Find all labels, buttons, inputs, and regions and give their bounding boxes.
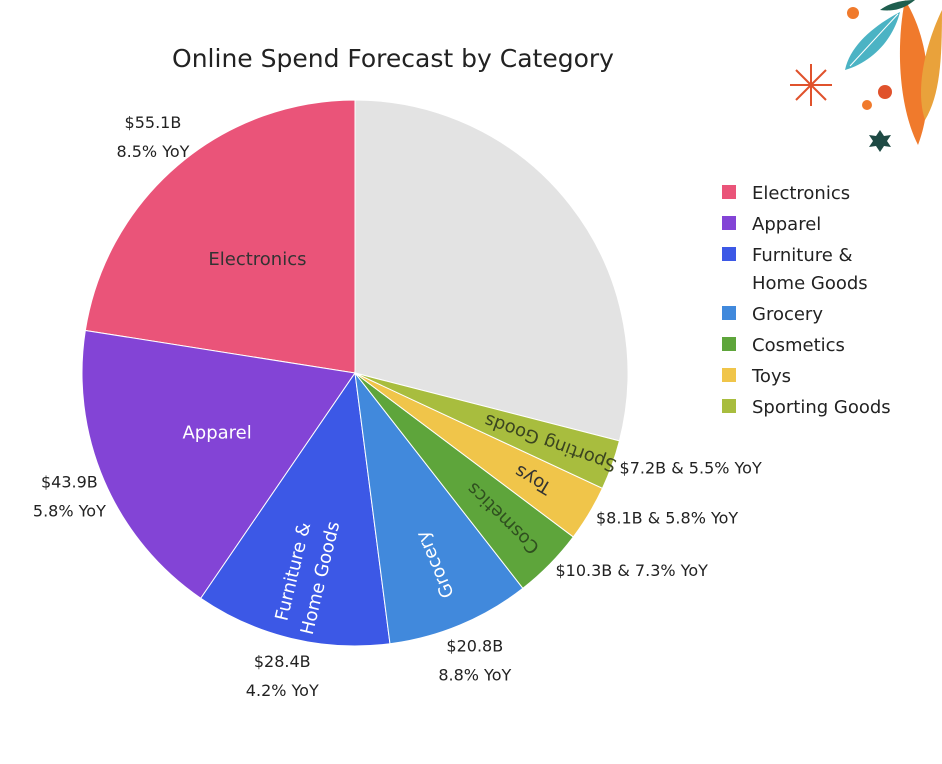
legend-swatch-electronics bbox=[722, 185, 736, 199]
legend-swatch-furniture-and-home-goods bbox=[722, 247, 736, 261]
value-label-toys: $8.1B & 5.8% YoY bbox=[596, 508, 738, 527]
legend-swatch-cosmetics bbox=[722, 337, 736, 351]
legend-item-cosmetics: Cosmetics bbox=[722, 335, 845, 356]
legend-swatch-grocery bbox=[722, 306, 736, 320]
value-label-cosmetics: $10.3B & 7.3% YoY bbox=[556, 561, 709, 580]
value-label-apparel: $43.9B 5.8% YoY bbox=[33, 473, 106, 521]
legend-item-electronics: Electronics bbox=[722, 183, 850, 204]
value-label-furniture-and-home-goods: $28.4B 4.2% YoY bbox=[246, 652, 319, 700]
legend-item-sporting-goods: Sporting Goods bbox=[722, 397, 891, 418]
slice-grocery bbox=[354, 371, 524, 645]
legend-label-cosmetics: Cosmetics bbox=[752, 335, 845, 356]
legend-swatch-toys bbox=[722, 368, 736, 382]
leaf-decoration-icon bbox=[790, 0, 942, 152]
legend-label-sporting-goods: Sporting Goods bbox=[752, 397, 891, 418]
value-label-sporting-goods: $7.2B & 5.5% YoY bbox=[620, 459, 762, 478]
legend-item-grocery: Grocery bbox=[722, 304, 823, 325]
slice-other bbox=[354, 99, 629, 442]
legend: Electronics Apparel Furniture & Home Goods G… bbox=[722, 183, 891, 418]
slice-sporting-goods bbox=[354, 372, 621, 489]
legend-swatch-sporting-goods bbox=[722, 399, 736, 413]
value-label-grocery: $20.8B 8.8% YoY bbox=[438, 637, 511, 685]
slice-apparel bbox=[81, 329, 356, 599]
slice-label-apparel: Apparel bbox=[182, 422, 251, 443]
legend-item-apparel: Apparel bbox=[722, 214, 821, 235]
legend-swatch-apparel bbox=[722, 216, 736, 230]
legend-item-furniture-and-home-goods: Furniture & Home Goods bbox=[722, 245, 868, 294]
legend-item-toys: Toys bbox=[722, 366, 791, 387]
legend-label-apparel: Apparel bbox=[752, 214, 821, 235]
slice-furniture-and-home-goods bbox=[200, 371, 391, 647]
legend-label-grocery: Grocery bbox=[752, 304, 823, 325]
legend-label-toys: Toys bbox=[751, 366, 791, 387]
slice-label-electronics: Electronics bbox=[208, 249, 306, 270]
legend-label-furniture-and-home-goods: Furniture & Home Goods bbox=[752, 245, 868, 294]
slice-electronics bbox=[84, 99, 356, 374]
value-label-electronics: $55.1B 8.5% YoY bbox=[116, 113, 189, 161]
legend-label-electronics: Electronics bbox=[752, 183, 850, 204]
chart-title: Online Spend Forecast by Category bbox=[172, 44, 614, 73]
